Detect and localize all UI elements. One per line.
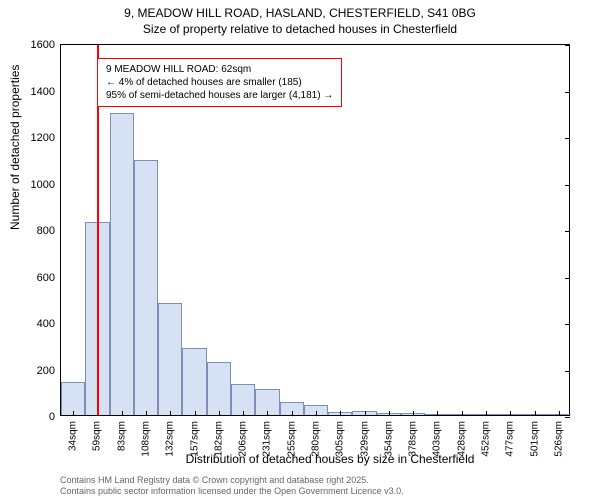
- x-tick-mark: [122, 411, 123, 416]
- info-box: 9 MEADOW HILL ROAD: 62sqm← 4% of detache…: [97, 58, 342, 107]
- y-tick-label: 1400: [31, 86, 61, 98]
- y-tick-label: 600: [37, 272, 61, 284]
- x-tick-mark: [340, 411, 341, 416]
- x-tick-label: 59sqm: [92, 421, 103, 451]
- y-axis-label: Number of detached properties: [8, 65, 22, 230]
- x-tick-mark: [267, 411, 268, 416]
- x-tick-mark: [413, 411, 414, 416]
- x-tick-mark: [486, 411, 487, 416]
- chart-container: 9, MEADOW HILL ROAD, HASLAND, CHESTERFIE…: [0, 0, 600, 500]
- x-tick-mark: [195, 411, 196, 416]
- y-tick-mark: [565, 324, 570, 325]
- x-tick-mark: [535, 411, 536, 416]
- title-main: 9, MEADOW HILL ROAD, HASLAND, CHESTERFIE…: [0, 6, 600, 20]
- y-tick-label: 200: [37, 365, 61, 377]
- histogram-bar: [182, 348, 206, 415]
- y-tick-mark: [565, 138, 570, 139]
- x-tick-mark: [170, 411, 171, 416]
- y-tick-mark: [565, 278, 570, 279]
- x-tick-mark: [316, 411, 317, 416]
- y-tick-mark: [565, 231, 570, 232]
- x-tick-mark: [243, 411, 244, 416]
- y-tick-mark: [565, 92, 570, 93]
- title-sub: Size of property relative to detached ho…: [0, 22, 600, 36]
- x-tick-mark: [73, 411, 74, 416]
- y-tick-label: 1000: [31, 179, 61, 191]
- x-tick-mark: [462, 411, 463, 416]
- y-tick-mark: [565, 371, 570, 372]
- x-tick-mark: [559, 411, 560, 416]
- histogram-bar: [134, 160, 158, 415]
- y-tick-label: 1200: [31, 132, 61, 144]
- info-box-line: 9 MEADOW HILL ROAD: 62sqm: [106, 63, 333, 76]
- histogram-bar: [158, 303, 182, 415]
- x-tick-label: 83sqm: [116, 421, 127, 451]
- footer-attribution: Contains HM Land Registry data © Crown c…: [60, 475, 404, 498]
- info-box-line: 95% of semi-detached houses are larger (…: [106, 89, 333, 102]
- y-tick-label: 1600: [31, 39, 61, 51]
- footer-line2: Contains public sector information licen…: [60, 486, 404, 498]
- x-tick-mark: [389, 411, 390, 416]
- y-tick-label: 0: [49, 411, 61, 423]
- x-tick-mark: [219, 411, 220, 416]
- x-axis-label: Distribution of detached houses by size …: [30, 452, 600, 466]
- y-tick-mark: [565, 45, 570, 46]
- footer-line1: Contains HM Land Registry data © Crown c…: [60, 475, 404, 487]
- x-tick-mark: [292, 411, 293, 416]
- y-tick-mark: [565, 185, 570, 186]
- x-tick-mark: [510, 411, 511, 416]
- y-tick-mark: [565, 417, 570, 418]
- y-tick-label: 800: [37, 225, 61, 237]
- x-tick-mark: [146, 411, 147, 416]
- x-tick-mark: [365, 411, 366, 416]
- x-tick-mark: [437, 411, 438, 416]
- plot-area: 0200400600800100012001400160034sqm59sqm8…: [60, 44, 570, 416]
- info-box-line: ← 4% of detached houses are smaller (185…: [106, 76, 333, 89]
- x-tick-label: 34sqm: [68, 421, 79, 451]
- y-tick-label: 400: [37, 318, 61, 330]
- histogram-bar: [207, 362, 231, 415]
- histogram-bar: [110, 113, 134, 415]
